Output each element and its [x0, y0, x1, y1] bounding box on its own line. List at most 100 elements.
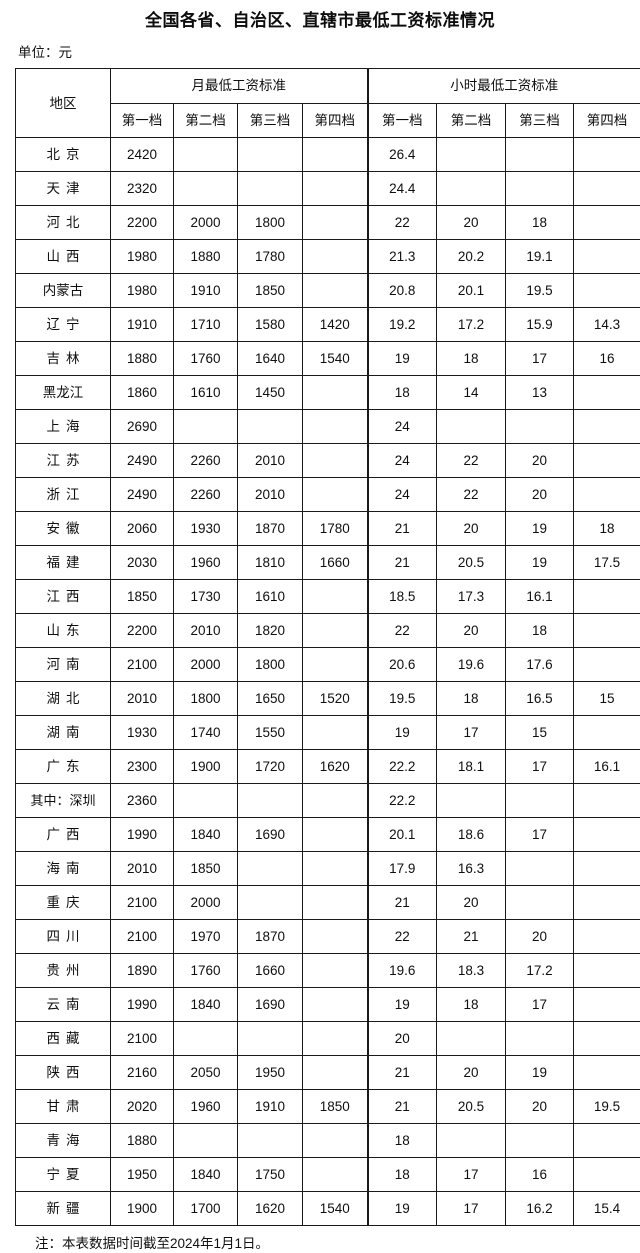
cell-hourly-tier-2: 17.3: [437, 580, 506, 614]
cell-hourly-tier-2: 21: [437, 920, 506, 954]
cell-monthly-tier-2: 1970: [174, 920, 238, 954]
cell-hourly-tier-2: 20: [437, 1056, 506, 1090]
cell-hourly-tier-4: 16: [574, 342, 640, 376]
cell-monthly-tier-2: 2050: [174, 1056, 238, 1090]
cell-monthly-tier-3: 1870: [238, 920, 303, 954]
cell-hourly-tier-1: 19.5: [368, 682, 437, 716]
cell-hourly-tier-4: [574, 138, 640, 172]
cell-monthly-tier-3: 1450: [238, 376, 303, 410]
row-header-region: 江西: [16, 580, 111, 614]
cell-hourly-tier-4: 16.1: [574, 750, 640, 784]
cell-hourly-tier-3: [506, 138, 574, 172]
cell-monthly-tier-4: 1780: [303, 512, 368, 546]
cell-monthly-tier-3: [238, 410, 303, 444]
cell-monthly-tier-2: [174, 784, 238, 818]
cell-hourly-tier-1: 20.6: [368, 648, 437, 682]
cell-hourly-tier-4: 15.4: [574, 1192, 640, 1226]
cell-hourly-tier-2: 18.6: [437, 818, 506, 852]
cell-monthly-tier-1: 2010: [111, 852, 174, 886]
cell-hourly-tier-1: 20.8: [368, 274, 437, 308]
table-container: 地区 月最低工资标准 小时最低工资标准 第一档 第二档 第三档 第四档 第一档 …: [0, 68, 640, 1226]
cell-hourly-tier-2: 18: [437, 682, 506, 716]
cell-hourly-tier-4: [574, 206, 640, 240]
row-header-region: 安徽: [16, 512, 111, 546]
cell-monthly-tier-3: 1870: [238, 512, 303, 546]
cell-hourly-tier-1: 24.4: [368, 172, 437, 206]
cell-hourly-tier-1: 22: [368, 614, 437, 648]
cell-monthly-tier-4: [303, 1056, 368, 1090]
cell-monthly-tier-4: [303, 1022, 368, 1056]
cell-hourly-tier-1: 19: [368, 1192, 437, 1226]
row-header-region: 广东: [16, 750, 111, 784]
cell-hourly-tier-4: [574, 580, 640, 614]
cell-monthly-tier-1: 2100: [111, 1022, 174, 1056]
cell-hourly-tier-4: [574, 274, 640, 308]
column-header-monthly-tier-1: 第一档: [111, 104, 174, 138]
cell-hourly-tier-2: 20: [437, 512, 506, 546]
cell-hourly-tier-2: 20.1: [437, 274, 506, 308]
cell-monthly-tier-3: 1810: [238, 546, 303, 580]
cell-hourly-tier-1: 19: [368, 716, 437, 750]
cell-monthly-tier-1: 2490: [111, 478, 174, 512]
cell-hourly-tier-4: 17.5: [574, 546, 640, 580]
cell-monthly-tier-2: 1960: [174, 1090, 238, 1124]
row-header-region: 内蒙古: [16, 274, 111, 308]
cell-monthly-tier-4: [303, 852, 368, 886]
cell-monthly-tier-2: 1760: [174, 954, 238, 988]
row-header-region: 重庆: [16, 886, 111, 920]
cell-monthly-tier-4: [303, 274, 368, 308]
cell-monthly-tier-3: 2010: [238, 478, 303, 512]
row-header-region: 黑龙江: [16, 376, 111, 410]
cell-monthly-tier-3: 1780: [238, 240, 303, 274]
cell-hourly-tier-4: [574, 648, 640, 682]
cell-monthly-tier-1: 1980: [111, 274, 174, 308]
cell-hourly-tier-3: [506, 172, 574, 206]
cell-monthly-tier-2: 1740: [174, 716, 238, 750]
cell-hourly-tier-3: 16.1: [506, 580, 574, 614]
cell-monthly-tier-4: 1540: [303, 1192, 368, 1226]
cell-hourly-tier-1: 19: [368, 342, 437, 376]
cell-monthly-tier-3: 1800: [238, 648, 303, 682]
cell-hourly-tier-3: 17: [506, 750, 574, 784]
cell-monthly-tier-1: 2320: [111, 172, 174, 206]
row-header-region: 山东: [16, 614, 111, 648]
column-group-header-hourly: 小时最低工资标准: [368, 69, 640, 104]
row-header-region: 福建: [16, 546, 111, 580]
cell-monthly-tier-3: [238, 852, 303, 886]
row-header-region: 新疆: [16, 1192, 111, 1226]
cell-monthly-tier-3: [238, 138, 303, 172]
cell-hourly-tier-3: 19: [506, 1056, 574, 1090]
cell-hourly-tier-2: 20: [437, 614, 506, 648]
cell-hourly-tier-1: 26.4: [368, 138, 437, 172]
cell-hourly-tier-1: 18: [368, 376, 437, 410]
row-header-region: 山西: [16, 240, 111, 274]
cell-hourly-tier-2: [437, 138, 506, 172]
cell-monthly-tier-1: 2360: [111, 784, 174, 818]
cell-monthly-tier-1: 2100: [111, 886, 174, 920]
cell-monthly-tier-4: [303, 716, 368, 750]
row-header-region: 甘肃: [16, 1090, 111, 1124]
cell-hourly-tier-4: [574, 1158, 640, 1192]
column-header-monthly-tier-3: 第三档: [238, 104, 303, 138]
cell-monthly-tier-4: 1660: [303, 546, 368, 580]
cell-monthly-tier-4: [303, 240, 368, 274]
row-header-region: 江苏: [16, 444, 111, 478]
cell-monthly-tier-2: [174, 138, 238, 172]
cell-hourly-tier-4: 19.5: [574, 1090, 640, 1124]
cell-hourly-tier-2: [437, 172, 506, 206]
cell-monthly-tier-2: 1840: [174, 988, 238, 1022]
cell-hourly-tier-2: 20: [437, 206, 506, 240]
cell-monthly-tier-1: 2690: [111, 410, 174, 444]
cell-hourly-tier-3: 19.5: [506, 274, 574, 308]
